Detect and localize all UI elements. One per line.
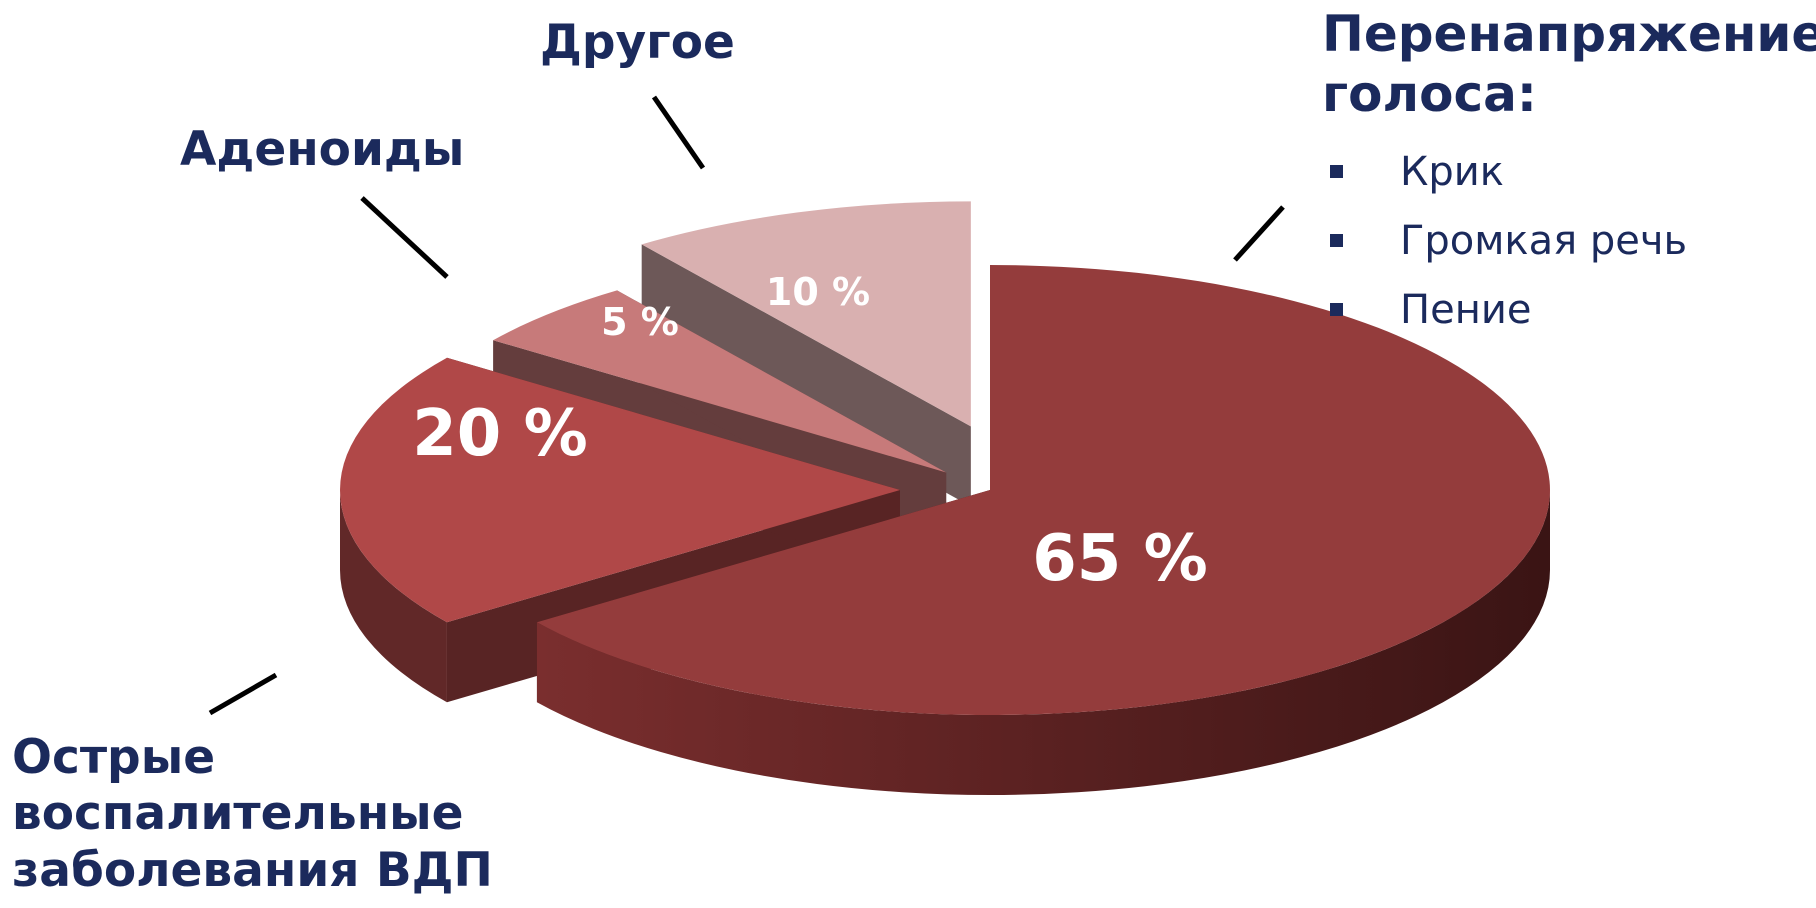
slice-voice-strain-outer-wall (536, 490, 1551, 795)
list-item-loud-speech: Громкая речь (1322, 206, 1687, 275)
label-acute-inflammatory: Острые воспалительные заболевания ВДП (12, 730, 493, 898)
slice-adenoids-top (493, 290, 947, 473)
bullet-icon (1330, 165, 1343, 178)
slice-acute-inflammatory-top (339, 357, 900, 623)
list-item-singing: Пение (1322, 275, 1687, 344)
label-peretension: Перенапряжение голоса: (1322, 4, 1816, 124)
bullet-icon (1330, 303, 1343, 316)
leader-line-3 (651, 95, 706, 170)
label-other: Другое (540, 15, 735, 70)
leader-line-2 (360, 196, 449, 279)
slice-voice-strain (536, 265, 1551, 795)
value-label-3: 10 % (766, 270, 870, 314)
label-adenoids: Аденоиды (180, 122, 465, 177)
label-peretension-text: Перенапряжение голоса: (1322, 5, 1816, 123)
list-item-label: Крик (1400, 148, 1504, 195)
list-item-label: Громкая речь (1400, 217, 1688, 264)
slice-acute-inflammatory-outer-wall (340, 490, 447, 703)
slice-voice-strain-top (536, 265, 1550, 715)
leader-line-1 (208, 672, 278, 716)
leader-line-0 (1233, 205, 1285, 262)
list-item-label: Пение (1400, 286, 1532, 333)
voice-strain-list: Крик Громкая речь Пение (1322, 137, 1687, 344)
value-label-0: 65 % (1032, 522, 1207, 596)
value-label-1: 20 % (412, 397, 587, 471)
slice-other-top (641, 201, 971, 427)
bullet-icon (1330, 234, 1343, 247)
list-item-shout: Крик (1322, 137, 1687, 206)
value-label-2: 5 % (601, 300, 679, 344)
